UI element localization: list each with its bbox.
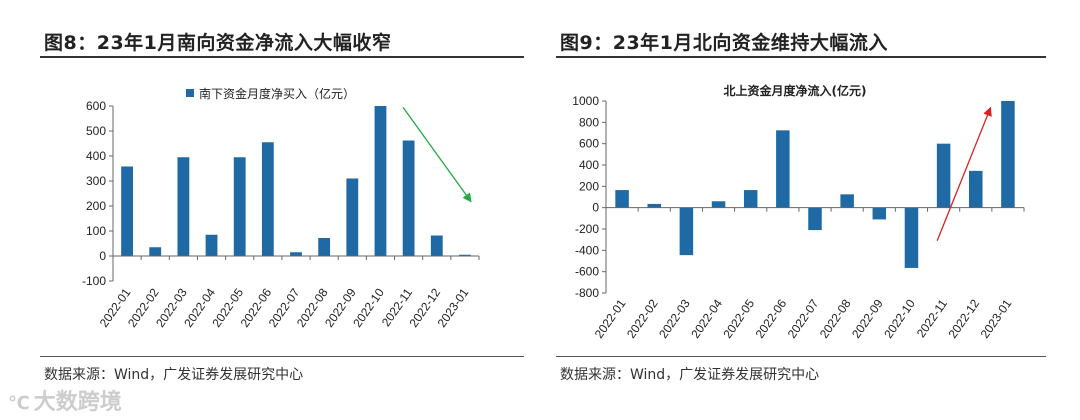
bar-2022-04: [711, 201, 726, 208]
bar-2022-05: [743, 190, 758, 208]
x-tick-label: 2022-06: [753, 296, 790, 340]
bar-2022-12: [430, 235, 443, 256]
bar-2022-03: [177, 157, 190, 256]
watermark: ℃ 大数跨境: [8, 384, 122, 416]
x-tick-label: 2022-08: [817, 296, 854, 340]
y-tick-label: 200: [86, 199, 106, 213]
x-tick-label: 2022-04: [688, 296, 725, 340]
left-source: 数据来源：Wind，广发证券发展研究中心: [44, 367, 304, 383]
bar-2022-03: [679, 207, 694, 256]
y-tick-label: 400: [86, 149, 106, 163]
bar-2023-01: [459, 254, 471, 256]
x-tick-label: 2022-05: [720, 296, 757, 340]
right-panel-title: 图9：23年1月北向资金维持大幅流入: [560, 32, 888, 54]
y-tick-label: 0: [99, 249, 106, 263]
y-tick-label: 500: [86, 124, 106, 138]
bar-2022-09: [346, 178, 359, 256]
chart-title: 北上资金月度净流入(亿元): [724, 83, 867, 98]
bar-2022-12: [969, 170, 983, 208]
right-source-rule: [556, 356, 1046, 357]
left-source-rule: [40, 356, 524, 357]
x-tick-label: 2023-01: [978, 296, 1015, 340]
bar-2022-08: [318, 238, 331, 256]
legend-label: 南下资金月度净买入（亿元）: [199, 86, 355, 101]
bar-2022-07: [290, 252, 302, 256]
bar-2023-01: [1001, 101, 1015, 208]
y-tick-label: 200: [579, 179, 599, 193]
x-tick-label: 2022-01: [592, 296, 629, 340]
y-tick-label: 0: [592, 201, 599, 215]
trend-arrow: [936, 106, 992, 241]
legend-swatch: [186, 89, 194, 97]
y-tick-label: -200: [575, 222, 599, 236]
y-tick-label: 800: [579, 115, 599, 129]
left-panel-title: 图8：23年1月南向资金净流入大幅收窄: [44, 32, 392, 54]
trend-arrow: [402, 106, 472, 203]
watermark-logo-icon: ℃: [8, 393, 30, 414]
y-tick-label: 300: [86, 174, 106, 188]
bar-2022-01: [615, 190, 629, 208]
y-tick-label: -100: [82, 274, 106, 288]
y-tick-label: 100: [86, 224, 106, 238]
x-tick-label: 2022-09: [849, 296, 886, 340]
bar-2022-05: [233, 157, 246, 256]
bar-2022-11: [936, 143, 951, 208]
x-tick-label: 2022-03: [656, 296, 693, 340]
bar-2022-10: [904, 207, 919, 268]
bar-2022-06: [261, 142, 274, 256]
y-tick-label: 600: [86, 99, 106, 113]
bar-2022-02: [149, 247, 162, 256]
bar-2022-02: [647, 203, 661, 208]
watermark-text: 大数跨境: [33, 390, 122, 415]
y-tick-label: 400: [579, 158, 599, 172]
y-tick-label: 1000: [572, 94, 599, 108]
left-title-rule: [40, 56, 524, 58]
bar-2022-08: [840, 194, 854, 208]
y-tick-label: -400: [575, 243, 599, 257]
y-tick-label: -800: [575, 286, 599, 300]
x-tick-label: 2022-10: [881, 296, 918, 340]
right-source: 数据来源：Wind，广发证券发展研究中心: [560, 367, 820, 383]
x-tick-label: 2022-07: [785, 296, 822, 340]
bar-2022-06: [776, 130, 790, 208]
bar-2022-11: [402, 140, 415, 256]
y-tick-label: -600: [575, 265, 599, 279]
bar-2022-10: [374, 106, 387, 256]
bar-2022-07: [808, 207, 822, 231]
x-tick-label: 2022-11: [914, 296, 950, 340]
bar-2022-04: [205, 234, 218, 256]
y-tick-label: 600: [579, 137, 599, 151]
right-title-rule: [556, 56, 1046, 58]
x-tick-label: 2022-02: [624, 296, 661, 340]
bar-2022-09: [872, 207, 887, 220]
bar-2022-01: [121, 166, 133, 256]
x-tick-label: 2022-12: [945, 296, 982, 340]
